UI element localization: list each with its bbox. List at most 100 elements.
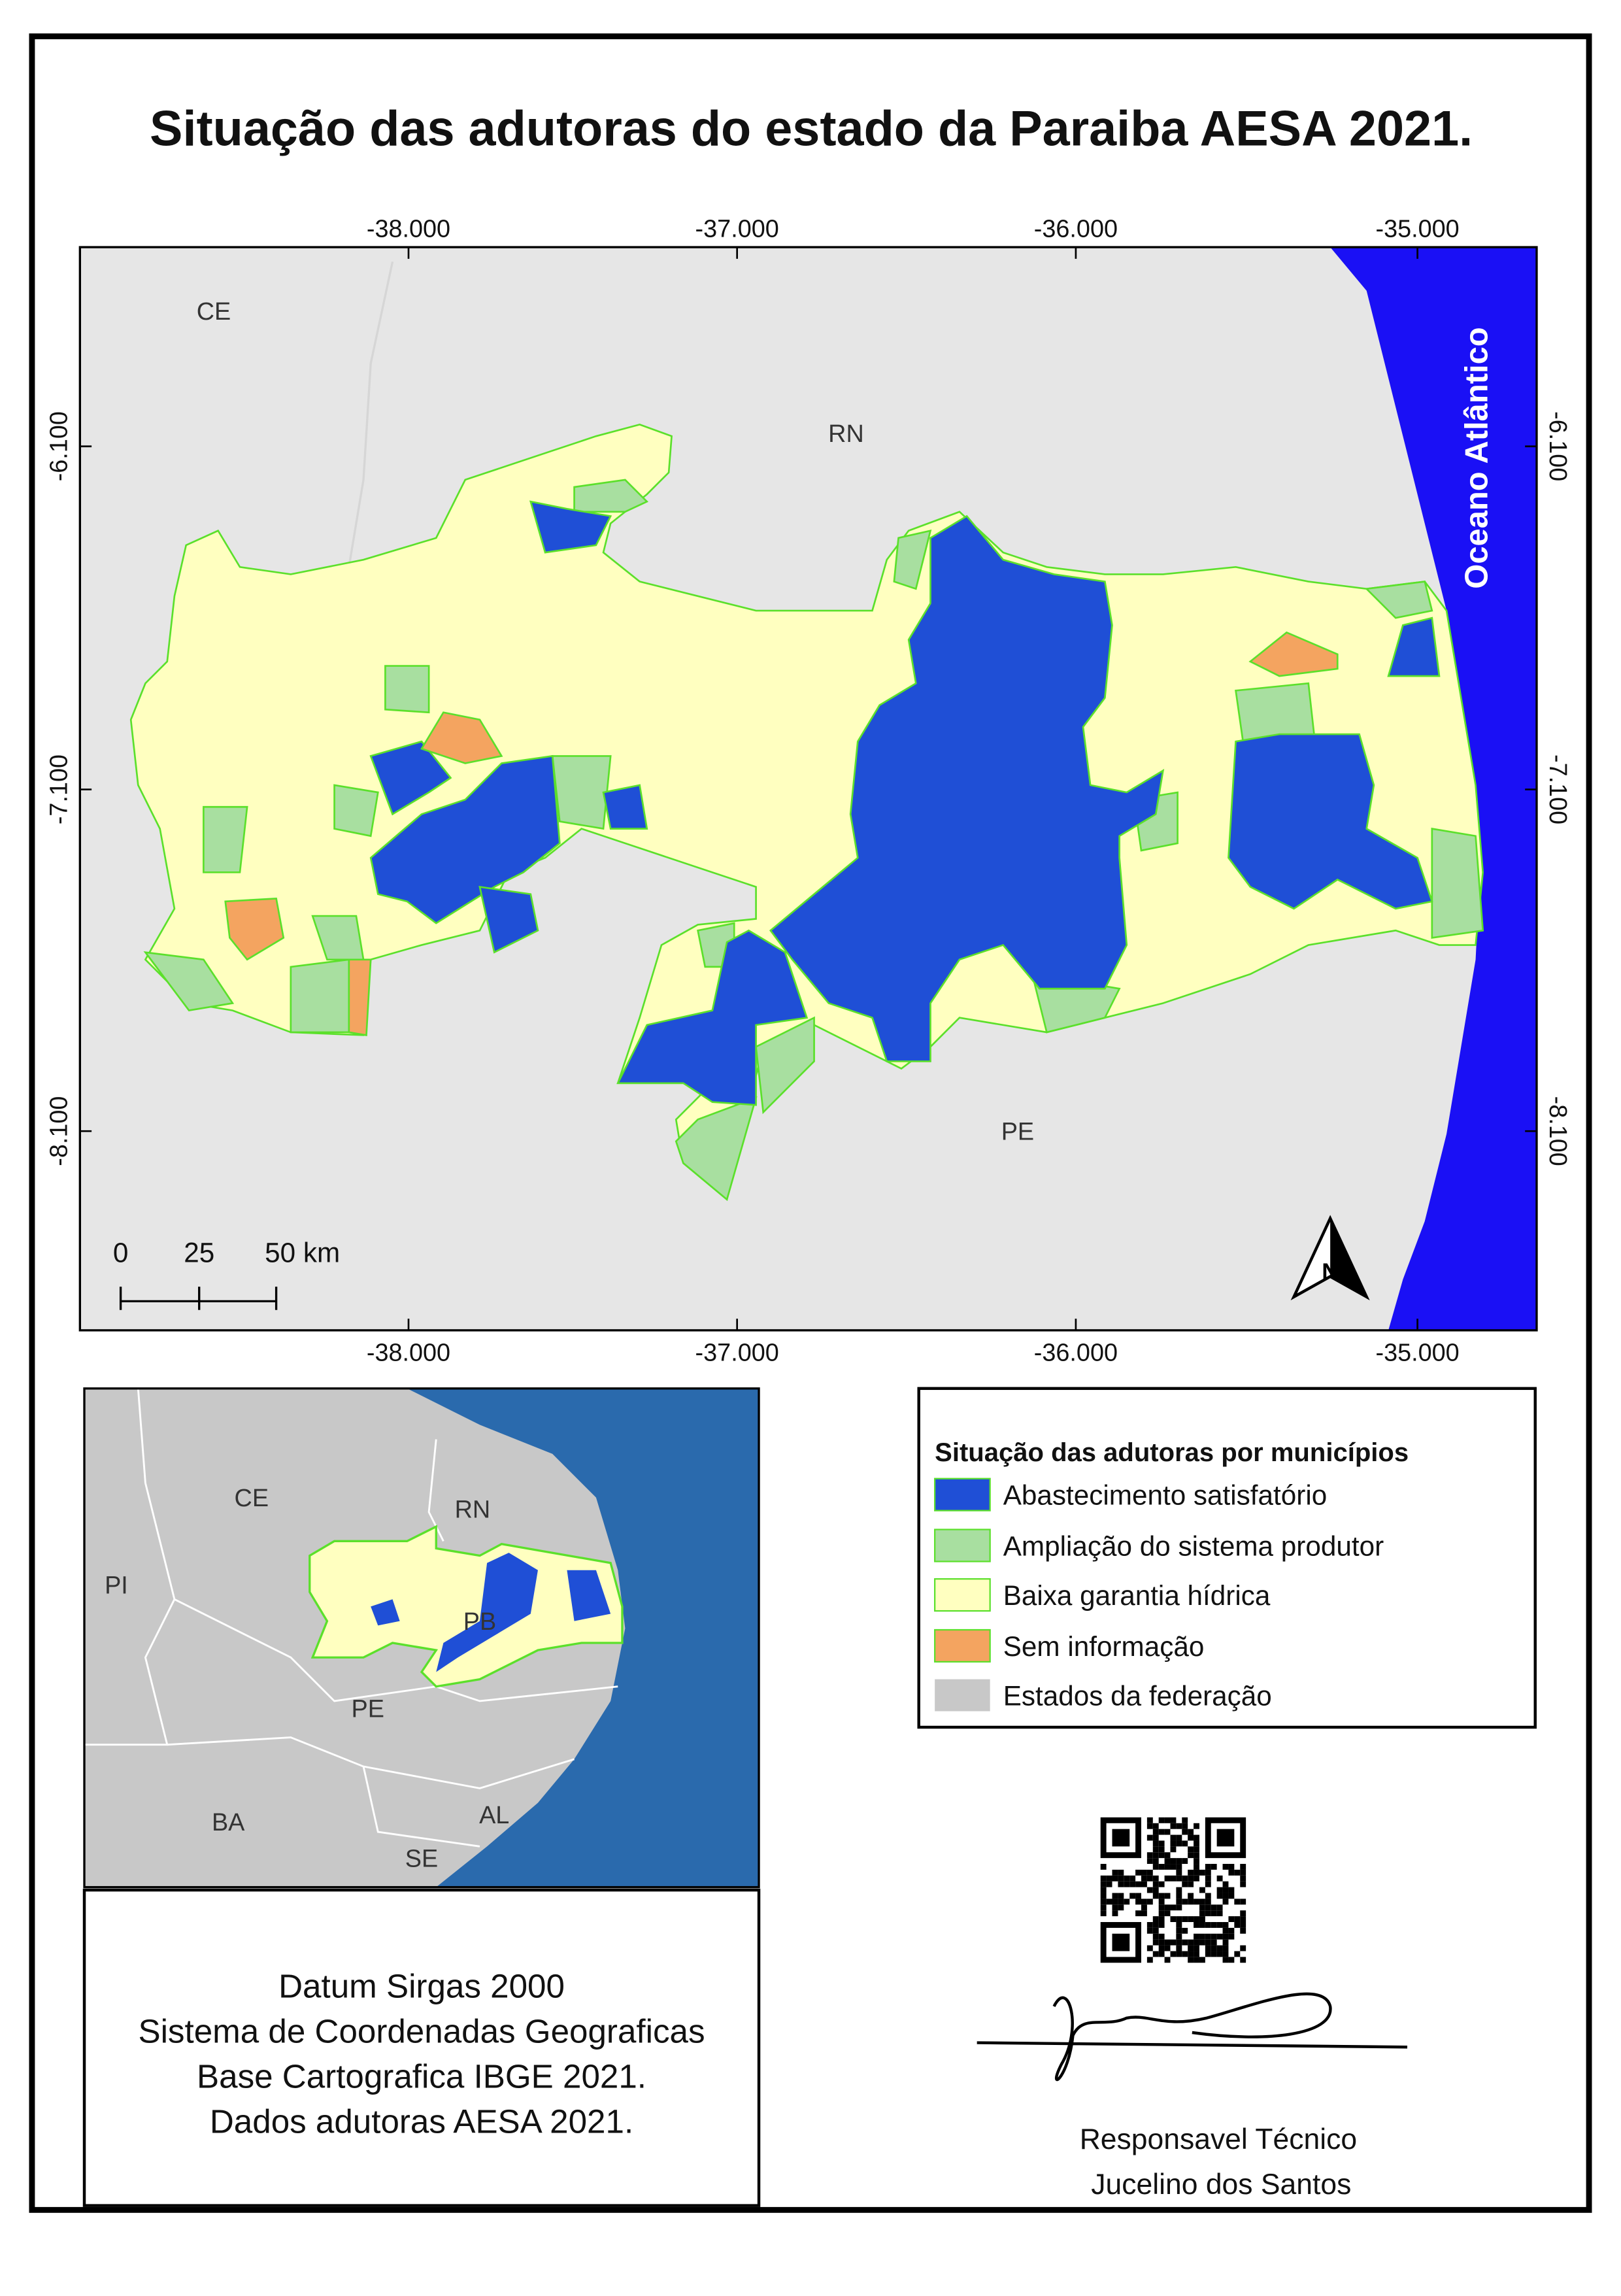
qr-module	[1222, 1945, 1229, 1951]
qr-module	[1158, 1916, 1165, 1922]
qr-module	[1135, 1893, 1141, 1899]
qr-module	[1234, 1951, 1241, 1957]
qr-module	[1194, 1921, 1199, 1928]
scale-bar	[119, 1287, 278, 1310]
legend-box	[917, 1387, 1537, 1729]
qr-module	[1118, 1875, 1124, 1882]
qr-module	[1158, 1852, 1165, 1859]
qr-module	[1152, 1939, 1159, 1946]
qr-module	[1158, 1881, 1165, 1887]
qr-module	[1240, 1916, 1246, 1922]
inset-label: PI	[105, 1572, 128, 1599]
qr-module	[1164, 1904, 1171, 1911]
sem-informacao-areas	[224, 631, 1339, 1036]
scale-label: 25	[184, 1237, 214, 1268]
qr-module	[1194, 1899, 1199, 1905]
qr-module	[1222, 1927, 1229, 1934]
qr-module	[1176, 1945, 1182, 1951]
qr-module	[1164, 1829, 1171, 1835]
responsible-name: Jucelino dos Santos	[1091, 2169, 1351, 2201]
qr-module	[1222, 1921, 1229, 1928]
note-line: Datum Sirgas 2000	[278, 1968, 565, 2005]
qr-module	[1176, 1869, 1182, 1876]
qr-module	[1211, 1910, 1217, 1917]
qr-module	[1182, 1899, 1188, 1905]
qr-code	[1100, 1817, 1246, 1963]
qr-module	[1152, 1887, 1159, 1893]
inset-label: AL	[479, 1802, 509, 1829]
legend-title: Situação das adutoras por municípios	[935, 1438, 1409, 1467]
qr-module	[1216, 1921, 1223, 1928]
qr-module	[1228, 1864, 1235, 1870]
qr-module	[1146, 1817, 1153, 1823]
qr-module	[1199, 1939, 1205, 1946]
qr-module	[1182, 1881, 1188, 1887]
qr-module	[1176, 1921, 1182, 1928]
qr-module	[1170, 1875, 1177, 1882]
qr-module	[1158, 1904, 1165, 1911]
qr-module	[1124, 1875, 1130, 1882]
qr-module	[1152, 1875, 1159, 1882]
qr-module	[1176, 1864, 1182, 1870]
qr-module	[1188, 1875, 1194, 1882]
qr-module	[1205, 1893, 1211, 1899]
qr-module	[1222, 1951, 1229, 1957]
qr-module	[1199, 1921, 1205, 1928]
qr-module	[1176, 1927, 1182, 1934]
qr-module	[1152, 1840, 1159, 1847]
qr-module	[1182, 1823, 1188, 1829]
lon-tick-label: -36.000	[1034, 215, 1118, 243]
qr-module	[1216, 1904, 1223, 1911]
qr-module	[1100, 1910, 1107, 1917]
qr-module	[1194, 1957, 1199, 1963]
qr-module	[1152, 1881, 1159, 1887]
qr-module	[1182, 1858, 1188, 1865]
qr-module	[1164, 1910, 1171, 1917]
qr-module	[1146, 1927, 1153, 1934]
inset-paraiba	[309, 1525, 624, 1688]
qr-module	[1234, 1869, 1241, 1876]
qr-module	[1152, 1834, 1159, 1841]
legend-swatch	[934, 1629, 991, 1663]
north-arrow: N	[1290, 1215, 1370, 1301]
qr-module	[1100, 1881, 1107, 1887]
qr-module	[1118, 1893, 1124, 1899]
qr-module	[1176, 1904, 1182, 1911]
qr-module	[1170, 1904, 1177, 1911]
lat-tick-label: -7.100	[45, 754, 73, 824]
qr-module	[1188, 1893, 1194, 1899]
qr-module	[1112, 1869, 1118, 1876]
qr-module	[1216, 1910, 1223, 1917]
qr-module	[1112, 1829, 1130, 1847]
qr-module	[1234, 1899, 1241, 1905]
notes-box	[82, 1888, 761, 2207]
qr-module	[1152, 1927, 1159, 1934]
qr-module	[1100, 1904, 1107, 1911]
qr-module	[1158, 1817, 1165, 1823]
qr-module	[1129, 1893, 1136, 1899]
qr-module	[1188, 1881, 1194, 1887]
qr-module	[1158, 1921, 1165, 1928]
qr-module	[1211, 1864, 1217, 1870]
qr-module	[1205, 1951, 1211, 1957]
qr-module	[1146, 1899, 1153, 1905]
qr-module	[1182, 1927, 1188, 1934]
qr-module	[1106, 1881, 1112, 1887]
qr-module	[1222, 1881, 1229, 1887]
qr-module	[1216, 1893, 1223, 1899]
qr-module	[1176, 1840, 1182, 1847]
qr-module	[1205, 1939, 1211, 1946]
qr-module	[1146, 1921, 1153, 1928]
qr-module	[1176, 1858, 1182, 1865]
qr-module	[1222, 1957, 1229, 1963]
inset-label: CE	[235, 1485, 269, 1512]
qr-module	[1194, 1875, 1199, 1882]
qr-module	[1141, 1910, 1147, 1917]
qr-module	[1188, 1829, 1194, 1835]
qr-module	[1106, 1899, 1112, 1905]
qr-module	[1146, 1887, 1153, 1893]
qr-module	[1182, 1939, 1188, 1946]
qr-module	[1158, 1945, 1165, 1951]
qr-module	[1112, 1910, 1118, 1917]
qr-module	[1124, 1881, 1130, 1887]
